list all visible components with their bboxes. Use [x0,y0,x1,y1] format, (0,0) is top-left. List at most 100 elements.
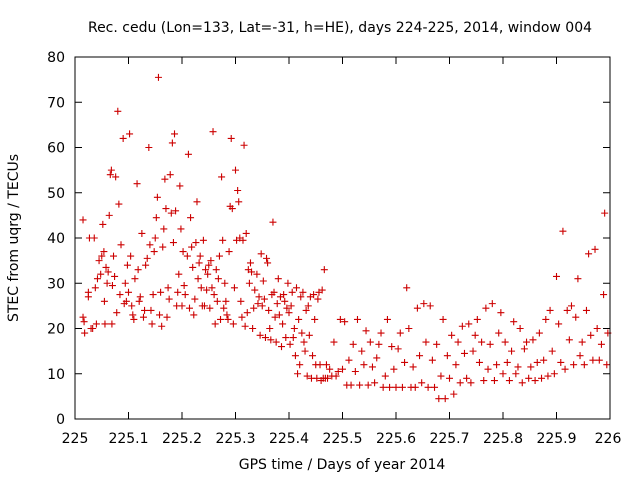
data-point [207,257,215,265]
data-point [213,297,221,305]
data-point [135,297,143,305]
data-point [290,325,298,332]
data-point [347,381,355,389]
x-tick-label: 225 [62,431,89,447]
data-point [394,345,402,353]
data-point [175,270,183,278]
data-point [435,395,443,403]
data-point [401,358,409,366]
data-point [116,291,124,299]
data-point [130,315,138,323]
data-point [332,372,340,380]
x-tick-label: 225.6 [376,431,416,447]
data-point [238,313,246,321]
data-point [111,272,119,280]
data-point [114,107,122,115]
data-point [287,302,295,310]
data-point [149,291,157,299]
data-point [289,334,297,342]
data-point [301,347,309,355]
data-point [480,377,488,385]
data-point [469,347,477,355]
data-point [241,322,249,330]
data-point [538,374,546,382]
data-point [161,175,169,183]
data-point [443,352,451,360]
data-point [138,229,146,237]
y-tick-label: 40 [47,231,65,247]
data-point [600,291,608,299]
data-point [574,275,582,283]
data-point [191,295,199,303]
data-point [542,315,550,323]
data-point [254,300,262,308]
data-point [475,358,483,366]
data-point [518,379,526,387]
data-point [314,295,322,303]
data-point [217,315,225,323]
data-point [115,200,123,208]
data-point [258,302,266,310]
data-point [166,171,174,179]
data-point [227,134,235,142]
data-point [595,356,603,364]
data-point [570,361,578,369]
data-point [585,250,593,258]
data-point [460,349,468,357]
data-point [101,320,109,328]
data-point [153,193,161,201]
data-point [527,363,535,371]
data-point [133,180,141,188]
data-point [165,295,173,303]
data-point [311,315,319,323]
data-point [146,241,154,249]
data-point [131,275,139,283]
data-point [264,259,272,267]
data-point [450,390,458,398]
data-point [184,150,192,158]
data-point [284,279,292,287]
x-axis-ticks: 225 225.1 225.2 225.3 225.4 225.5 225.6 225.7 22… [62,57,621,447]
data-point [159,243,167,251]
x-tick-label: 225.9 [536,431,576,447]
data-point [195,259,203,267]
data-point [360,361,368,369]
data-point [371,379,379,387]
data-point [222,297,230,305]
data-point [295,315,303,323]
data-point [160,225,168,233]
data-point [100,248,108,256]
data-point [282,334,290,342]
data-point [484,365,492,373]
data-point [601,209,609,217]
data-point [141,306,149,314]
data-point [215,252,223,260]
data-point [97,270,105,278]
data-point [576,352,584,360]
x-tick-label: 225.7 [429,431,469,447]
data-point [531,377,539,385]
data-point [313,374,321,382]
data-point [112,173,120,181]
data-point [99,220,107,228]
data-point [426,302,434,310]
data-point [193,198,201,206]
data-point [79,216,87,224]
data-point [257,250,265,258]
data-point [224,315,232,323]
data-point [250,304,258,312]
data-point [126,130,134,138]
data-point [209,128,217,136]
data-point [253,270,261,278]
data-point [409,363,417,371]
data-point [388,343,396,351]
data-point [152,214,160,222]
data-point [199,236,207,244]
data-point [168,139,176,147]
data-point [171,130,179,138]
data-point [192,239,200,247]
data-point [179,248,187,256]
plot-area-border [74,56,611,420]
data-point [243,309,251,317]
